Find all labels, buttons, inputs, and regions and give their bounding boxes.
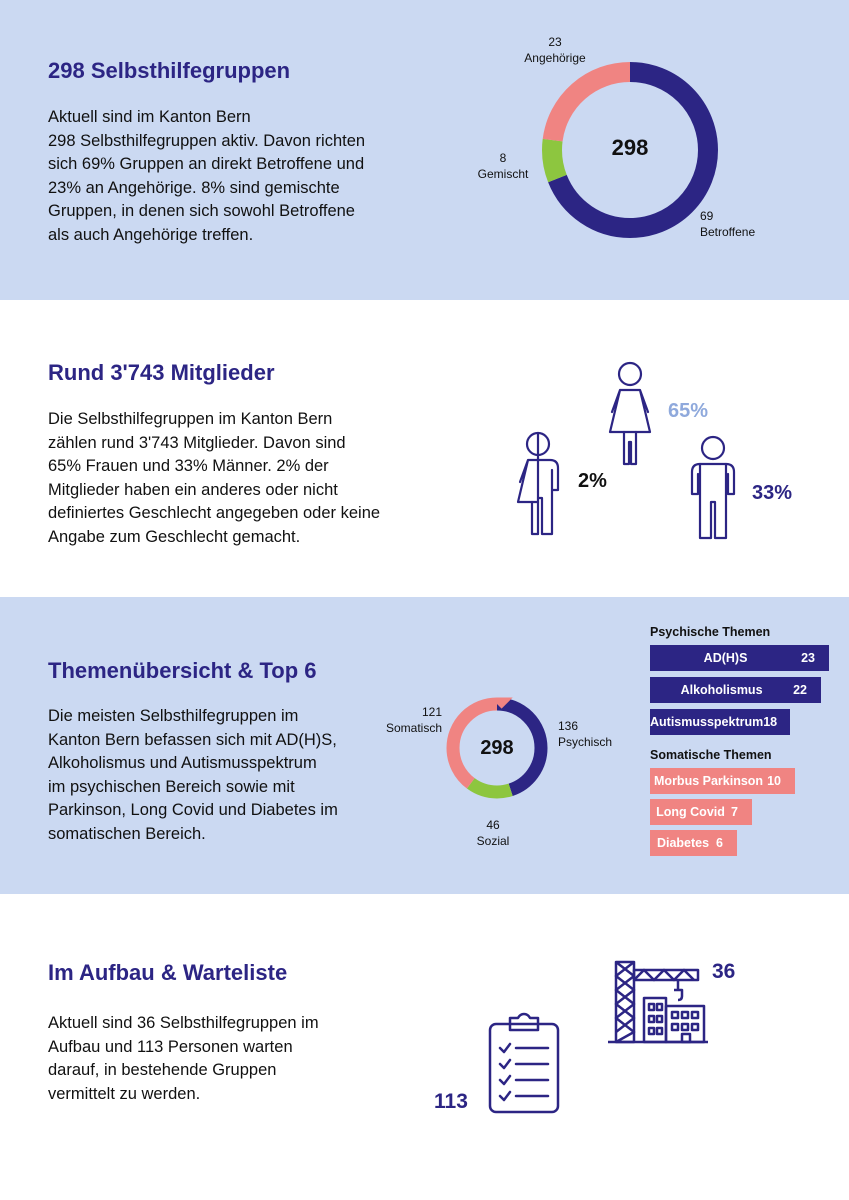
bar-label: Long Covid [656,805,725,819]
woman-icon [608,361,652,466]
warteliste-number: 113 [434,1090,468,1113]
bar-label: Morbus Parkinson [654,774,764,788]
bar-morbus-parkinson: Morbus Parkinson 10 [650,768,795,794]
bar-label: AD(H)S [703,651,748,665]
section1-title: 298 Selbsthilfegruppen [48,58,291,83]
somatische-themen-heading: Somatische Themen [650,748,772,762]
bar-value: 18 [763,715,778,729]
man-icon [690,435,736,540]
section4-title: Im Aufbau & Warteliste [48,960,288,985]
men-percentage: 33% [752,482,793,504]
bar-value: 23 [801,651,815,665]
label-psychisch: 136 Psychisch [558,719,613,749]
donut2-slice-somatisch [446,697,548,799]
donut1-slice-gemischt [542,62,718,238]
label-angehoerige: 23 Angehörige [524,35,586,65]
section3-text: Die meisten Selbsthilfegruppen im Kanton… [48,707,338,843]
donut-chart-themen [446,697,548,799]
label-betroffene: 69 Betroffene [700,209,756,239]
label-sozial: 46 Sozial [476,818,510,848]
section2-title: Rund 3'743 Mitglieder [48,360,275,385]
women-percentage: 65% [668,400,709,422]
section2-text: Die Selbsthilfegruppen im Kanton Bern zä… [48,410,381,546]
checklist-clipboard-icon [488,1012,560,1114]
donut-chart-groups [542,62,718,238]
bar-alkoholismus: Alkoholismus 22 [650,677,821,703]
donut2-slice-sozial [446,697,548,799]
bar-label: Autismusspektrum [650,715,764,729]
psychische-themen-heading: Psychische Themen [650,625,771,639]
bar-value: 22 [793,683,807,697]
bar-long-covid: Long Covid 7 [650,799,752,825]
section1-text: Aktuell sind im Kanton Bern 298 Selbsthi… [48,108,366,244]
bar-diabetes: Diabetes 6 [650,830,737,856]
bar-value: 6 [716,836,723,850]
bar-value: 10 [767,774,781,788]
bar-label: Diabetes [656,836,710,850]
section3-title: Themenübersicht & Top 6 [48,658,317,683]
donut1-slice-angeh-rige [542,62,718,238]
nonbinary-person-icon [516,431,560,536]
aufbau-number: 36 [712,960,736,983]
bar-value: 7 [731,805,738,819]
bar-autismusspektrum: Autismusspektrum 18 [650,709,790,735]
other-percentage: 2% [578,470,607,492]
label-somatisch: 121 Somatisch [385,705,442,735]
bar-label: Alkoholismus [680,683,763,697]
donut1-center: 298 [611,135,649,160]
donut2-center: 298 [480,737,514,759]
label-gemischt: 8 Gemischt [477,151,529,181]
construction-crane-icon [608,960,708,1044]
section4-text: Aktuell sind 36 Selbsthilfegruppen im Au… [48,1014,319,1103]
bar-ad-h-s: AD(H)S 23 [650,645,829,671]
